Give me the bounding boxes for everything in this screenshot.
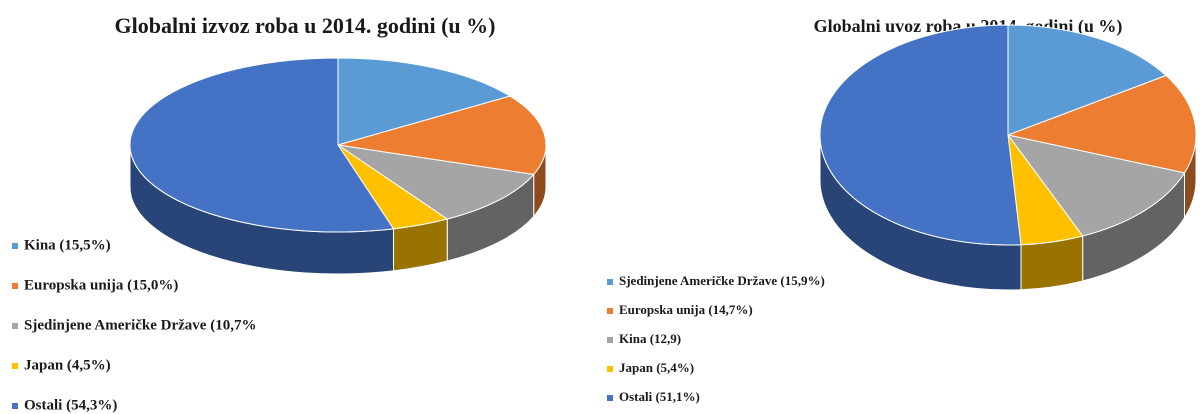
legend-swatch	[12, 243, 18, 249]
pie-slice	[337, 57, 512, 146]
legend-label: Ostali (51,1%)	[619, 389, 700, 404]
legend-swatch	[607, 395, 613, 401]
legend-swatch	[12, 363, 18, 369]
pie-slice	[1007, 24, 1168, 136]
legend-label: Japan (4,5%)	[24, 357, 111, 373]
pie-slice	[1006, 134, 1186, 237]
legend-swatch	[607, 279, 613, 285]
legend-label: Europska unija (15,0%)	[24, 277, 178, 293]
pie-slice	[819, 24, 1022, 246]
legend-swatch	[12, 403, 18, 409]
legend-label: Japan (5,4%)	[619, 360, 694, 375]
pie-slice	[129, 57, 395, 233]
legend-swatch	[12, 283, 18, 289]
chart-title: Globalni izvoz roba u 2014. godini (u %)	[115, 13, 496, 38]
legend-label: Kina (15,5%)	[24, 237, 111, 253]
legend-swatch	[12, 323, 18, 329]
pie-slice	[337, 95, 547, 176]
legend-label: Sjedinjene Američke Države (10,7%	[24, 317, 256, 333]
legend-label: Kina (12,9)	[619, 331, 681, 346]
legend-swatch	[607, 308, 613, 314]
legend-swatch	[607, 366, 613, 372]
legend-swatch	[607, 337, 613, 343]
legend-label: Europska unija (14,7%)	[619, 302, 753, 317]
pie-slice	[337, 144, 535, 220]
legend-label: Sjedinjene Američke Države (15,9%)	[619, 273, 825, 288]
legend-label: Ostali (54,3%)	[24, 397, 117, 413]
pie-slice	[1006, 74, 1197, 174]
